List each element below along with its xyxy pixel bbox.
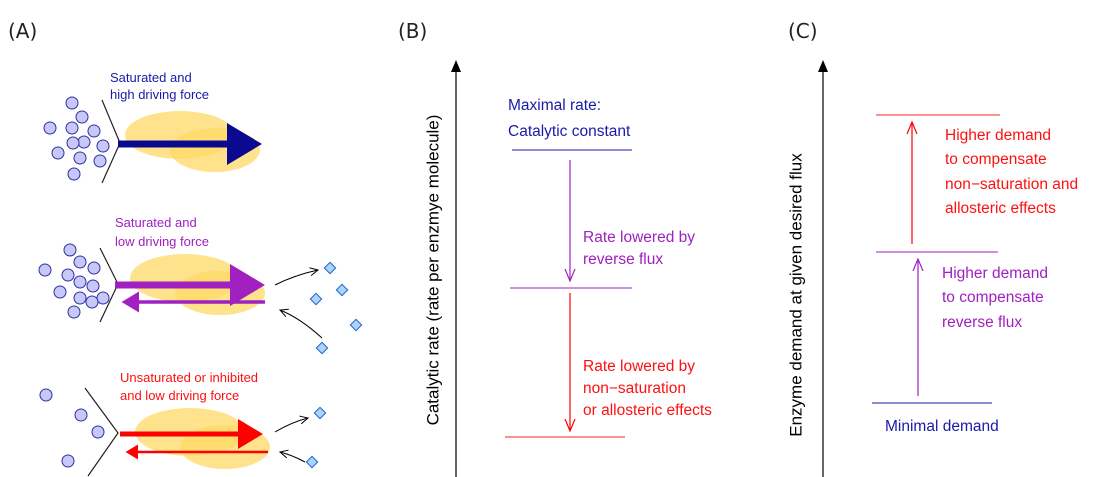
text: allosteric effects xyxy=(945,200,1056,217)
axis-label: Enzyme demand at given desired flux xyxy=(786,153,805,437)
panel-label: (C) xyxy=(788,19,818,43)
text: or allosteric effects xyxy=(583,402,712,419)
axis-label: Catalytic rate (rate per enzmye molecule… xyxy=(423,115,442,426)
text: Higher demand xyxy=(945,127,1051,144)
text: Catalytic constant xyxy=(508,123,631,140)
text: to compensate xyxy=(942,289,1044,306)
caption: Saturated and xyxy=(115,215,197,230)
text: Maximal rate: xyxy=(508,97,601,114)
text: Rate lowered by xyxy=(583,358,695,375)
caption: low driving force xyxy=(115,234,209,249)
text: non−saturation and xyxy=(945,176,1078,193)
text: non−saturation xyxy=(583,380,686,397)
enzyme xyxy=(170,128,260,172)
text: reverse flux xyxy=(583,251,663,268)
panel-label: (A) xyxy=(8,19,37,43)
rebind xyxy=(280,452,306,463)
caption: high driving force xyxy=(110,87,209,102)
text: Higher demand xyxy=(942,265,1048,282)
panel-a: (A) Saturated and high driving force Sat… xyxy=(8,19,363,477)
panel-b: (B) Catalytic rate (rate per enzmye mole… xyxy=(398,19,712,477)
text: reverse flux xyxy=(942,314,1022,331)
caption: and low driving force xyxy=(120,388,239,403)
products xyxy=(305,406,327,469)
caption: Saturated and xyxy=(110,70,192,85)
substrates xyxy=(43,96,110,181)
caption: Unsaturated or inhibited xyxy=(120,370,258,385)
substrates xyxy=(38,243,110,319)
panel-c: (C) Enzyme demand at given desired flux … xyxy=(786,19,1078,477)
release xyxy=(274,270,318,286)
rebind xyxy=(280,310,323,339)
release xyxy=(274,418,308,433)
text: Minimal demand xyxy=(885,418,999,435)
enzyme xyxy=(175,271,265,315)
panel-label: (B) xyxy=(398,19,427,43)
funnel xyxy=(84,387,119,477)
substrates xyxy=(39,388,105,468)
text: to compensate xyxy=(945,151,1047,168)
products xyxy=(309,261,363,355)
text: Rate lowered by xyxy=(583,229,695,246)
